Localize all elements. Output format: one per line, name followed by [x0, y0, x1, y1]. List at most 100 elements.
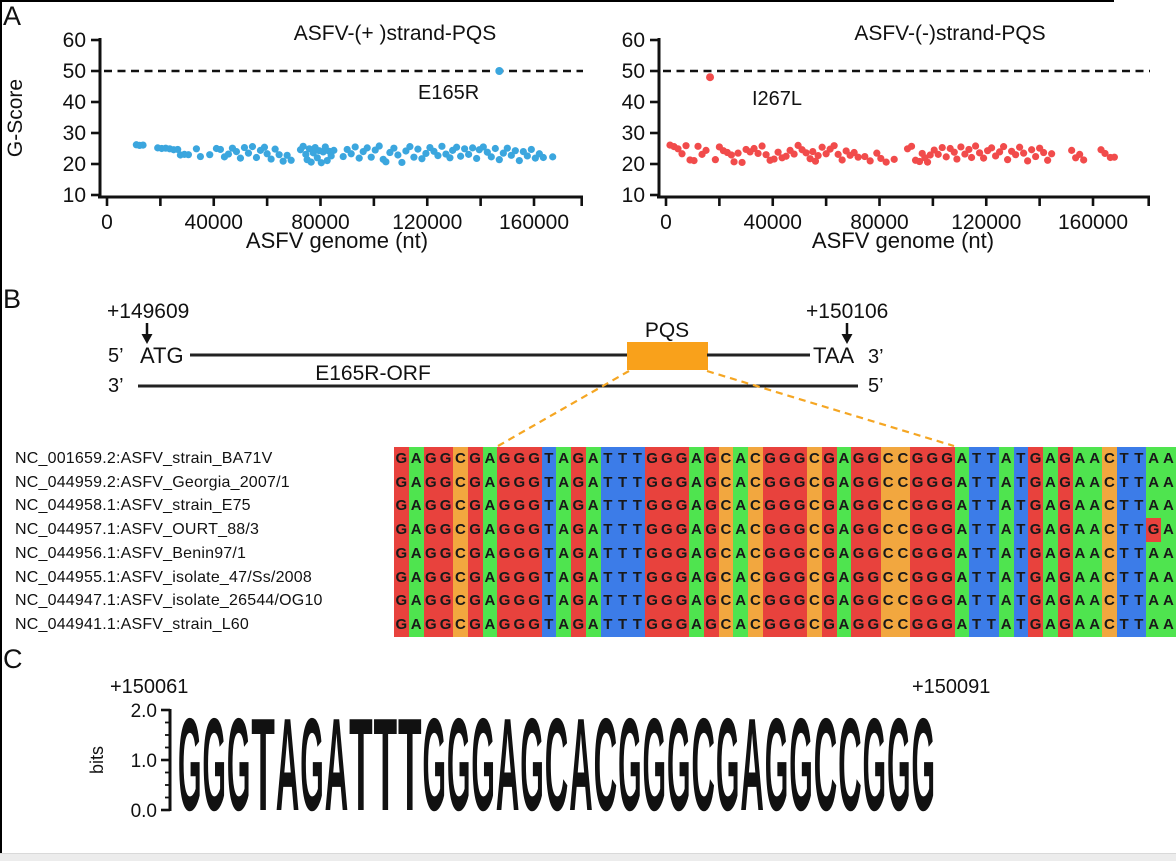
logo-letter: A — [276, 691, 300, 838]
base-cell: T — [969, 494, 984, 519]
scatter-point — [961, 150, 969, 158]
base-cell: G — [512, 447, 527, 471]
base-cell: G — [467, 447, 483, 471]
base-cell: G — [821, 589, 837, 614]
scatter-point — [461, 145, 469, 153]
base-cell: G — [571, 541, 586, 566]
scatter-point — [206, 151, 214, 159]
base-cell: C — [895, 494, 911, 519]
logo-letter: G — [643, 691, 667, 838]
base-cell: C — [718, 494, 734, 519]
base-cell: T — [1013, 518, 1029, 542]
base-cell: G — [1146, 518, 1161, 542]
logo-letter: A — [740, 691, 764, 838]
base-cell: G — [467, 565, 483, 590]
base-cell: G — [644, 613, 660, 637]
logo-y-tick-label: 0.0 — [131, 801, 157, 822]
base-cell: G — [777, 494, 793, 519]
base-cell: G — [644, 541, 660, 566]
scatter-point — [965, 145, 973, 154]
y-tick-label: 30 — [63, 122, 86, 145]
base-cell: G — [512, 613, 527, 637]
base-cell: T — [1131, 518, 1147, 542]
base-cell: A — [954, 565, 970, 590]
base-cell: T — [630, 518, 645, 542]
scatter-point — [267, 155, 275, 163]
base-cell: G — [792, 589, 807, 614]
base-cell: G — [910, 541, 925, 566]
base-cell: G — [792, 613, 807, 637]
scatter-point — [184, 151, 192, 159]
base-cell: C — [807, 494, 822, 519]
base-cell: G — [497, 565, 512, 590]
logo-letter: C — [838, 691, 862, 838]
base-cell: G — [394, 518, 409, 542]
base-cell: G — [939, 565, 955, 590]
scatter-point — [224, 150, 233, 158]
scatter-point — [975, 149, 984, 157]
base-cell: T — [541, 565, 557, 590]
scatter-point — [882, 158, 890, 166]
logo-letter: G — [447, 691, 471, 838]
base-cell: G — [571, 494, 586, 519]
scatter-point — [1000, 143, 1008, 151]
base-cell: G — [526, 541, 542, 566]
base-cell: G — [659, 447, 675, 471]
highlight-label: I267L — [752, 88, 802, 110]
base-cell: A — [998, 589, 1014, 614]
base-cell: A — [482, 541, 498, 566]
base-cell: G — [512, 494, 527, 519]
logo-letter: C — [545, 691, 569, 838]
base-cell: G — [925, 447, 940, 471]
base-cell: G — [467, 589, 483, 614]
base-cell: G — [910, 470, 925, 495]
base-cell: C — [718, 541, 734, 566]
base-cell: T — [1116, 447, 1132, 471]
base-cell: G — [777, 613, 793, 637]
logo-letter: G — [887, 691, 911, 838]
figure-top-border — [0, 0, 1114, 2]
scatter-point — [216, 145, 225, 154]
scatter-point — [355, 154, 363, 162]
figure-left-border — [0, 0, 2, 853]
base-cell: G — [777, 447, 793, 471]
base-cell: T — [615, 518, 630, 542]
base-cell: G — [851, 541, 866, 566]
base-cell: T — [984, 541, 999, 566]
base-cell: C — [718, 589, 734, 614]
base-cell: G — [792, 494, 807, 519]
base-cell: A — [733, 565, 748, 590]
panel-a-label: A — [3, 1, 22, 31]
sequence-name: NC_001659.2:ASFV_strain_BA71V — [15, 450, 273, 467]
base-cell: T — [541, 613, 557, 637]
y-tick-label: 30 — [622, 122, 645, 145]
base-cell: G — [777, 589, 793, 614]
base-cell: T — [1116, 470, 1132, 495]
base-cell: A — [408, 589, 424, 614]
base-cell: A — [1146, 613, 1161, 637]
logo-letter: G — [765, 691, 789, 838]
panel-b-orf-diagram: +149609 5’ ATG PQS TAA 3’ +150106 3’ 5’ E165R-ORF — [107, 300, 955, 447]
base-cell: G — [394, 447, 409, 471]
scatter-point — [774, 148, 782, 156]
scatter-point — [674, 145, 682, 153]
base-cell: G — [792, 518, 807, 542]
base-cell: G — [659, 470, 675, 495]
base-cell: A — [689, 541, 704, 566]
scatter-point — [491, 144, 499, 153]
highlight-point — [495, 67, 504, 75]
logo-y-axis-title: bits — [87, 746, 107, 774]
three-prime-left: 3’ — [108, 375, 124, 397]
base-cell: A — [998, 447, 1014, 471]
base-cell: G — [910, 613, 925, 637]
scatter-point — [507, 151, 515, 159]
base-cell: A — [733, 494, 748, 519]
base-cell: G — [866, 589, 881, 614]
scatter-point — [390, 144, 398, 152]
base-cell: G — [659, 589, 675, 614]
base-cell: G — [659, 518, 675, 542]
logo-letter: A — [325, 691, 349, 838]
base-cell: T — [984, 518, 999, 542]
base-cell: G — [1028, 613, 1043, 637]
base-cell: T — [1013, 494, 1029, 519]
